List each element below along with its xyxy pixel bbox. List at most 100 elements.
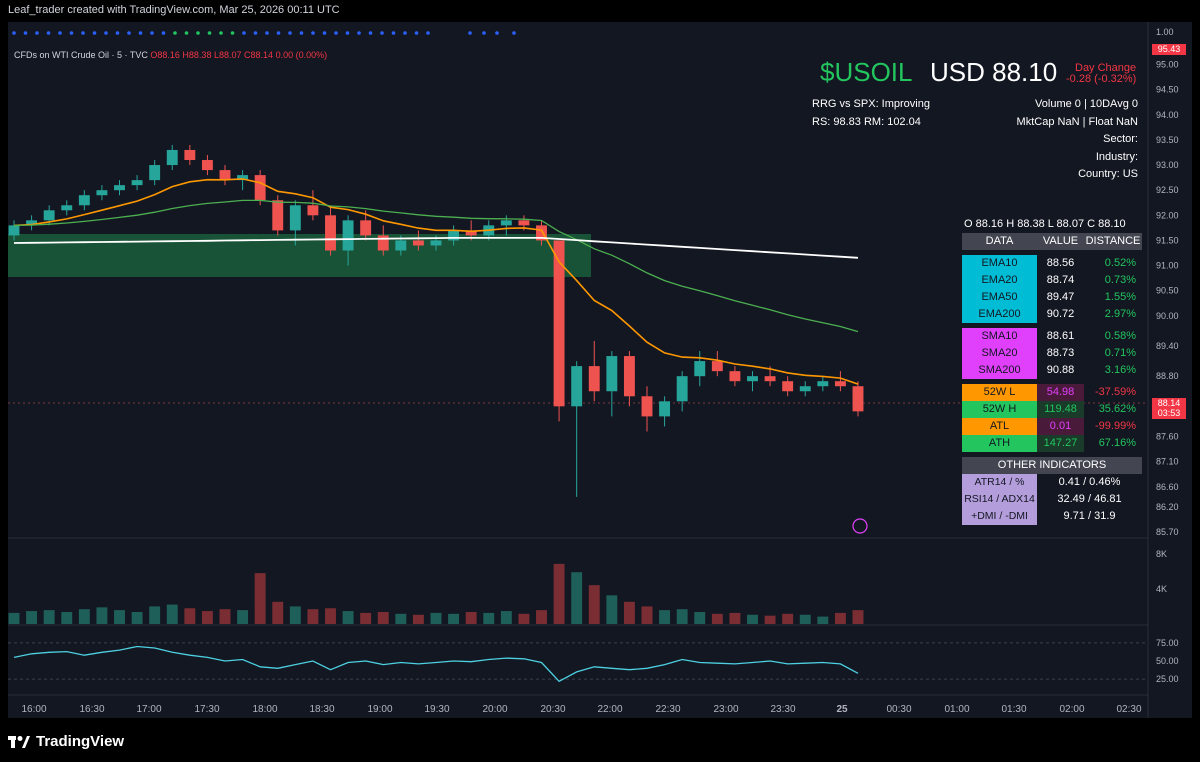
candle-body (43, 210, 55, 221)
volume-bar (764, 615, 776, 624)
row-value: 88.56 (1046, 257, 1075, 269)
signal-dot (426, 31, 430, 35)
volume-bar (465, 611, 477, 624)
y-axis-label: 94.00 (1156, 110, 1179, 120)
candle-body (395, 240, 407, 251)
table-row: EMA50 89.47 1.55% (962, 289, 1142, 306)
signal-dot (35, 31, 39, 35)
candle-body (518, 220, 530, 226)
header-distance: DISTANCE (1084, 233, 1142, 250)
signal-dot (184, 31, 189, 35)
x-axis-label: 17:00 (136, 704, 161, 715)
table-header: DATA VALUE DISTANCE (962, 233, 1142, 250)
row-value: 88.61 (1046, 330, 1075, 342)
candle-body (465, 230, 477, 236)
candle-body (8, 225, 20, 236)
x-axis-label: 02:30 (1116, 704, 1141, 715)
row-label: ATL (962, 418, 1037, 435)
table-row: +DMI / -DMI 9.71 / 31.9 (962, 508, 1142, 525)
signal-dot (150, 31, 154, 35)
ohlc-change: 0.00 (0.00%) (275, 50, 328, 60)
volume-bar (676, 609, 688, 624)
ema-slow-line (13, 237, 859, 259)
signal-dot (368, 31, 373, 35)
row-label: EMA50 (962, 289, 1037, 306)
signal-dot (512, 31, 516, 35)
candle-body (711, 361, 723, 372)
row-label: EMA200 (962, 306, 1037, 323)
y-axis-label: 88.80 (1156, 371, 1179, 381)
candle-body (254, 175, 266, 201)
signal-dot (219, 31, 223, 35)
candle-body (377, 235, 389, 251)
table-row: ATL 0.01 -99.99% (962, 418, 1142, 435)
candle-body (747, 376, 758, 382)
volume-bar (799, 614, 811, 624)
rsi-axis-label: 50.00 (1156, 656, 1179, 666)
row-label: SMA200 (962, 362, 1037, 379)
row-value: 0.01 (1037, 418, 1084, 435)
top-axis-label: 1.00 (1156, 27, 1174, 37)
volume-bar (43, 610, 55, 624)
candle-body (166, 149, 178, 166)
signal-dot (414, 31, 419, 35)
volume-bar (237, 610, 249, 624)
brand-footer: TradingView (8, 733, 124, 750)
candle-body (606, 356, 618, 392)
sector-info: Sector: (1103, 133, 1138, 145)
signal-dot (115, 31, 120, 35)
signal-dot (207, 31, 212, 35)
x-axis-label: 19:00 (367, 704, 392, 715)
candle-body (641, 396, 653, 417)
volume-bar (131, 611, 143, 624)
volume-bar (114, 610, 125, 624)
last-price-tag: 88.14 (1152, 398, 1186, 409)
volume-bar (659, 610, 671, 624)
row-distance: 3.16% (1104, 364, 1136, 376)
header-value: VALUE (1037, 233, 1084, 250)
candle-body (500, 220, 512, 226)
candle-body (342, 220, 354, 251)
signal-dot (345, 31, 350, 35)
signal-dot (161, 31, 166, 35)
table-row: EMA10 88.56 0.52% (962, 255, 1142, 272)
volume-bar (166, 604, 178, 624)
candle-body (237, 175, 249, 181)
chart-credit: Leaf_trader created with TradingView.com… (8, 4, 340, 16)
signal-dot (265, 31, 269, 35)
candle-body (448, 230, 460, 241)
y-axis-label: 85.70 (1156, 527, 1179, 537)
x-axis-label: 16:00 (21, 704, 46, 715)
volume-bar (219, 609, 231, 624)
y-axis-label: 90.50 (1156, 286, 1179, 296)
industry-info: Industry: (1095, 151, 1138, 163)
volume-bar (78, 609, 90, 624)
row-value: 90.88 (1046, 364, 1075, 376)
symbol-line: CFDs on WTI Crude Oil · 5 · TVC O88.16 H… (14, 50, 327, 60)
signal-dot (380, 31, 384, 35)
signal-dot (230, 31, 235, 35)
table-row: ATH 147.27 67.16% (962, 435, 1142, 452)
volume-bar (149, 606, 161, 624)
candle-body (588, 366, 600, 392)
volume-bar (448, 613, 460, 624)
volume-bar (782, 613, 794, 624)
brand-name: TradingView (36, 733, 125, 750)
candle-body (360, 220, 372, 236)
row-distance: 0.73% (1104, 274, 1136, 286)
signal-dot (23, 31, 28, 35)
row-label: SMA20 (962, 345, 1037, 362)
table-row: EMA20 88.74 0.73% (962, 272, 1142, 289)
candle-body (571, 366, 583, 407)
table-row: 52W L 54.98 -37.59% (962, 384, 1142, 401)
signal-dot (46, 31, 51, 35)
rsi-axis-label: 25.00 (1156, 674, 1179, 684)
ohlc-close: C88.14 (244, 50, 274, 60)
y-axis-label: 87.10 (1156, 457, 1179, 467)
row-value: 89.47 (1046, 291, 1075, 303)
candle-body (782, 381, 794, 392)
mktcap-info: MktCap NaN | Float NaN (1016, 116, 1138, 128)
volume-bar (817, 616, 829, 624)
signal-dot (58, 31, 62, 35)
